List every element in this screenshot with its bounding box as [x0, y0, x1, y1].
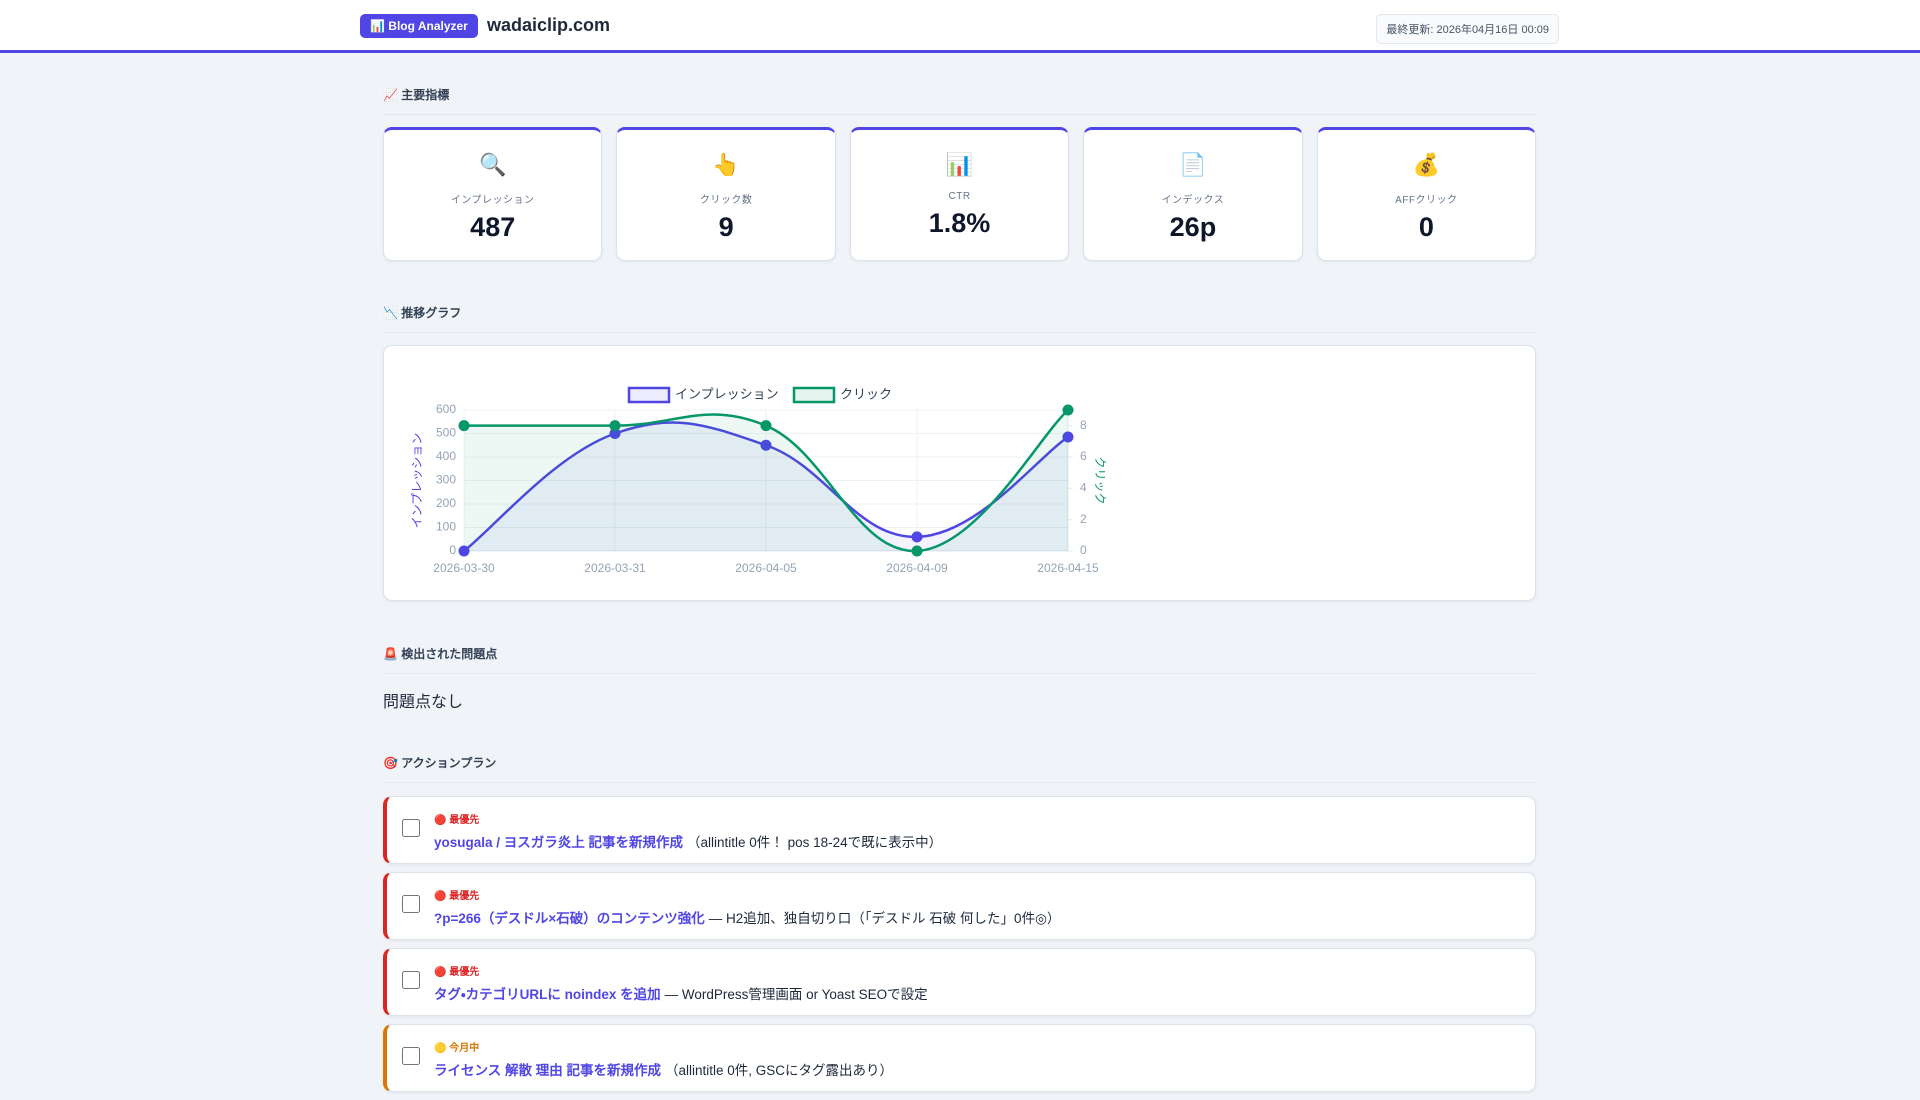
area: [464, 422, 1068, 551]
metric-label: クリック数: [699, 195, 753, 206]
section-title: 🚨 検出された問題点: [383, 645, 1536, 674]
metric-label: AFFクリック: [1395, 195, 1458, 206]
area: [464, 410, 1068, 552]
last-updated: 最終更新: 2026年04月16日 00:09: [1376, 14, 1559, 44]
y2-tick-label: 6: [1080, 449, 1087, 463]
action-note: — H2追加、独自切り口（「デスドル 石破 何した」0件◎）: [708, 911, 1061, 926]
issues-text: 問題点なし: [383, 694, 464, 711]
section-title: 🎯 アクションプラン: [383, 754, 1536, 783]
point: [911, 531, 923, 543]
y2-tick-label: 8: [1080, 418, 1087, 432]
action-text: ?p=266（デスドル×石破）のコンテンツ強化 — H2追加、独自切り口（「デスド…: [434, 907, 1060, 927]
legend-label: インプレッション: [675, 386, 779, 401]
metric-icon: 📊: [945, 152, 974, 177]
metric-icon: 📄: [1179, 152, 1207, 177]
section-title: 📈 主要指標: [383, 86, 1536, 115]
action-note: — WordPress管理画面 or Yoast SEOで設定: [664, 987, 928, 1002]
checkbox[interactable]: [402, 971, 420, 989]
action-item: 🔴 最優先 ?p=266（デスドル×石破）のコンテンツ強化 — H2追加、独自切り口…: [383, 872, 1536, 940]
action-link[interactable]: ライセンス 解散 理由 記事を新規作成: [434, 1063, 661, 1078]
action-note: （allintitle 0件, GSCにタグ露出あり）: [664, 1063, 894, 1078]
metrics: 🔍 インプレッション 487 👆 クリック数 9 📊 CTR 1.8% 📄 インデックス 26p 💰 AF…: [383, 127, 1537, 261]
metric-label: インデックス: [1161, 195, 1225, 206]
action-note: （allintitle 0件！ pos 18-24で既に表示中）: [687, 835, 943, 850]
header: 📊 Blog Analyzer wadaiclip.com 最終更新: 2026…: [0, 0, 1920, 53]
action-link[interactable]: タグ・カテゴリURLに noindex を追加: [434, 987, 661, 1002]
y-tick-label: 400: [436, 449, 456, 463]
metric-icon: 🔍: [479, 152, 507, 177]
legend-swatch: [792, 386, 836, 404]
x-tick-label: 2026-04-09: [886, 561, 948, 575]
action-link[interactable]: ?p=266（デスドル×石破）のコンテンツ強化: [434, 911, 705, 926]
metric-value: 0: [1418, 212, 1434, 242]
point: [609, 420, 621, 432]
x-tick-label: 2026-04-15: [1037, 561, 1099, 575]
y-tick-label: 0: [449, 543, 456, 557]
y-tick-label: 300: [436, 473, 456, 487]
y-tick-label: 100: [436, 520, 456, 534]
y-tick-label: 500: [436, 426, 456, 440]
metric-label: インプレッション: [450, 195, 535, 206]
priority: 🔴 最優先: [434, 967, 480, 978]
priority: 🟡 今月中: [434, 1043, 480, 1054]
actions: 🔴 最優先 yosugala / ヨスガラ炎上 記事を新規作成 （allintitl…: [383, 796, 1536, 1100]
chart: 0 100 200 300 400 500 600 0 2 4 6 8 2026-03-30 2026-0…: [410, 386, 1107, 575]
x-tick-label: 2026-03-30: [433, 561, 495, 575]
metric-card: 💰 AFFクリック 0: [1316, 127, 1537, 261]
point: [609, 428, 621, 439]
y-tick-label: 600: [436, 402, 456, 416]
metric-icon: 💰: [1412, 152, 1441, 177]
metric-card: 👆 クリック数 9: [616, 127, 836, 261]
action-link[interactable]: yosugala / ヨスガラ炎上 記事を新規作成: [434, 835, 684, 850]
chart-card: 0 100 200 300 400 500 600 0 2 4 6 8 2026-03-30 2026-0…: [383, 345, 1536, 601]
point: [760, 439, 772, 451]
legend-label: クリック: [840, 386, 892, 401]
x-tick-label: 2026-04-05: [735, 561, 797, 575]
priority: 🔴 最優先: [434, 815, 480, 826]
section-title: 📉 推移グラフ: [383, 304, 1536, 333]
y2-tick-label: 2: [1080, 512, 1087, 526]
y2-tick-label: 4: [1080, 481, 1087, 495]
y-axis-label: インプレッション: [410, 433, 424, 529]
point: [1062, 431, 1074, 443]
y-tick-label: 200: [436, 496, 456, 510]
action-item: 🔴 最優先タグ・カテゴリURLに noindex を追加 — WordPress管…: [383, 948, 1536, 1016]
checkbox[interactable]: [402, 819, 420, 837]
point: [911, 545, 923, 557]
metric-icon: 👆: [712, 152, 740, 177]
action-item: 🔴 最優先 yosugala / ヨスガラ炎上 記事を新規作成 （allintitl…: [383, 796, 1536, 864]
point: [1062, 404, 1074, 416]
action-text: yosugala / ヨスガラ炎上 記事を新規作成 （allintitle 0件！…: [434, 831, 942, 851]
action-text: タグ・カテゴリURLに noindex を追加 — WordPress管理画面 o…: [434, 983, 928, 1003]
x-tick-label: 2026-03-31: [584, 561, 646, 575]
checkbox[interactable]: [402, 895, 420, 913]
legend-swatch: [627, 386, 671, 404]
line: [464, 409, 1069, 553]
metric-label: CTR: [948, 191, 971, 202]
point: [458, 420, 470, 432]
metric-card: 🔍 インプレッション 487: [383, 127, 603, 261]
app-badge[interactable]: 📊 Blog Analyzer: [360, 14, 478, 38]
priority: 🔴 最優先: [434, 891, 480, 902]
y2-axis-label: クリック: [1093, 456, 1107, 504]
site-name: wadaiclip.com: [487, 15, 611, 35]
metric-value: 487: [470, 212, 516, 242]
y2-tick-label: 0: [1080, 543, 1087, 557]
metric-value: 9: [718, 212, 734, 242]
action-item: 🟡 今月中ライセンス 解散 理由 記事を新規作成 （allintitle 0件, …: [383, 1024, 1536, 1092]
metric-value: 26p: [1169, 212, 1217, 242]
point: [458, 545, 470, 557]
metric-card: 📄 インデックス 26p: [1083, 127, 1303, 261]
metric-card: 📊 CTR 1.8%: [849, 127, 1070, 261]
action-text: ライセンス 解散 理由 記事を新規作成 （allintitle 0件, GSCにタ…: [434, 1059, 893, 1079]
metric-value: 1.8%: [928, 208, 991, 238]
main: 📈 主要指標 🔍 インプレッション 487 👆 クリック数 9 📊 CTR 1.8% 📄 インデック…: [383, 0, 1537, 1092]
point: [760, 420, 772, 432]
checkbox[interactable]: [402, 1047, 420, 1065]
